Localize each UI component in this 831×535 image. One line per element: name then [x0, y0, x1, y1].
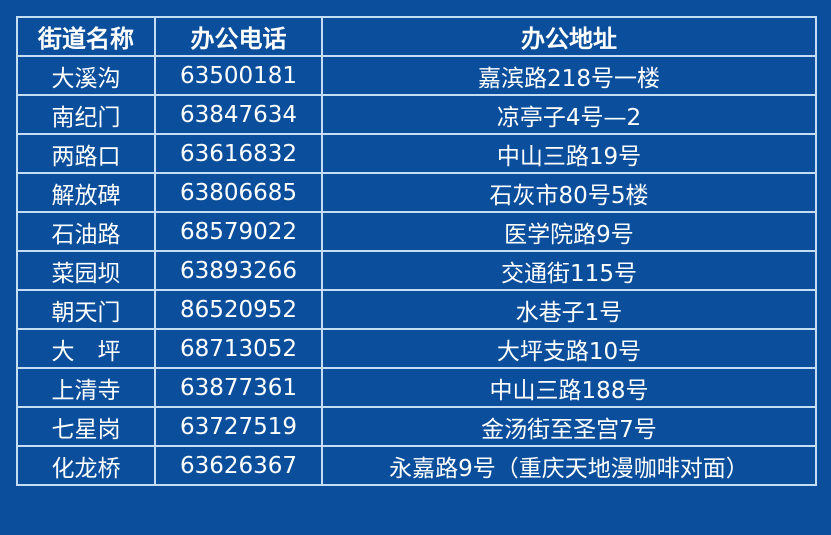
- address-cell: 石灰市80号5楼: [321, 172, 817, 213]
- address-cell: 金汤街至圣宫7号: [321, 406, 817, 447]
- phone-cell: 86520952: [154, 289, 323, 330]
- header-phone: 办公电话: [154, 16, 323, 57]
- table-row: 石油路 68579022 医学院路9号: [16, 211, 817, 252]
- phone-cell: 63893266: [154, 250, 323, 291]
- address-cell: 医学院路9号: [321, 211, 817, 252]
- phone-cell: 63727519: [154, 406, 323, 447]
- address-cell: 中山三路19号: [321, 133, 817, 174]
- phone-cell: 68713052: [154, 328, 323, 369]
- table-row: 大 坪 68713052 大坪支路10号: [16, 328, 817, 369]
- phone-cell: 63877361: [154, 367, 323, 408]
- address-cell: 水巷子1号: [321, 289, 817, 330]
- table-row: 朝天门 86520952 水巷子1号: [16, 289, 817, 330]
- phone-cell: 63500181: [154, 55, 323, 96]
- street-name-cell: 朝天门: [16, 289, 156, 330]
- street-name-cell: 大溪沟: [16, 55, 156, 96]
- street-name-cell: 上清寺: [16, 367, 156, 408]
- phone-cell: 63626367: [154, 445, 323, 486]
- street-name-cell: 石油路: [16, 211, 156, 252]
- street-name-cell: 化龙桥: [16, 445, 156, 486]
- address-cell: 永嘉路9号（重庆天地漫咖啡对面）: [321, 445, 817, 486]
- office-directory-table: 街道名称 办公电话 办公地址 大溪沟 63500181 嘉滨路218号一楼 南纪门 63…: [16, 16, 817, 486]
- street-name-cell: 七星岗: [16, 406, 156, 447]
- table-row: 上清寺 63877361 中山三路188号: [16, 367, 817, 408]
- header-address: 办公地址: [321, 16, 817, 57]
- phone-cell: 63616832: [154, 133, 323, 174]
- table-row: 七星岗 63727519 金汤街至圣宫7号: [16, 406, 817, 447]
- address-cell: 大坪支路10号: [321, 328, 817, 369]
- table-row: 菜园坝 63893266 交通街115号: [16, 250, 817, 291]
- address-cell: 凉亭子4号—2: [321, 94, 817, 135]
- table-row: 解放碑 63806685 石灰市80号5楼: [16, 172, 817, 213]
- street-name-cell: 大 坪: [16, 328, 156, 369]
- street-name-cell: 解放碑: [16, 172, 156, 213]
- table-row: 两路口 63616832 中山三路19号: [16, 133, 817, 174]
- street-name-cell: 两路口: [16, 133, 156, 174]
- table-row: 化龙桥 63626367 永嘉路9号（重庆天地漫咖啡对面）: [16, 445, 817, 486]
- table-row: 南纪门 63847634 凉亭子4号—2: [16, 94, 817, 135]
- table-row: 大溪沟 63500181 嘉滨路218号一楼: [16, 55, 817, 96]
- phone-cell: 63806685: [154, 172, 323, 213]
- header-street-name: 街道名称: [16, 16, 156, 57]
- address-cell: 中山三路188号: [321, 367, 817, 408]
- address-cell: 嘉滨路218号一楼: [321, 55, 817, 96]
- table-body: 大溪沟 63500181 嘉滨路218号一楼 南纪门 63847634 凉亭子4号—2 两路…: [16, 55, 817, 486]
- street-name-cell: 南纪门: [16, 94, 156, 135]
- phone-cell: 63847634: [154, 94, 323, 135]
- header-row: 街道名称 办公电话 办公地址: [16, 16, 817, 57]
- address-cell: 交通街115号: [321, 250, 817, 291]
- phone-cell: 68579022: [154, 211, 323, 252]
- street-name-cell: 菜园坝: [16, 250, 156, 291]
